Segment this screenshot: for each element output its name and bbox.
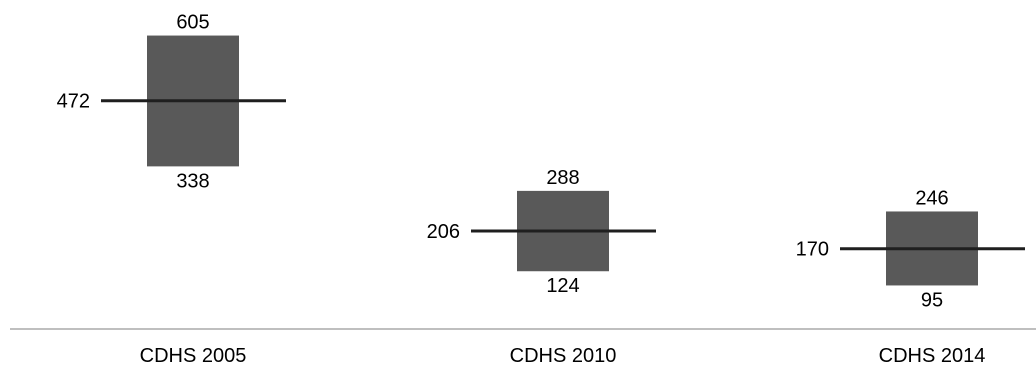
category-label-2014: CDHS 2014 xyxy=(879,345,986,365)
lower-label-2005: 338 xyxy=(176,170,209,192)
upper-label-2014: 246 xyxy=(915,187,948,209)
upper-label-2010: 288 xyxy=(546,167,579,189)
category-label-2010: CDHS 2010 xyxy=(510,345,617,365)
estimate-label-2014: 170 xyxy=(796,239,829,261)
category-label-2005: CDHS 2005 xyxy=(140,345,247,365)
upper-label-2005: 605 xyxy=(176,12,209,34)
estimate-label-2010: 206 xyxy=(427,221,460,243)
lower-label-2010: 124 xyxy=(546,275,579,297)
estimate-label-2005: 472 xyxy=(57,91,90,113)
lower-label-2014: 95 xyxy=(921,289,943,311)
chart-marks: 605 338 472 288 124 206 246 95 170 xyxy=(57,12,1025,311)
